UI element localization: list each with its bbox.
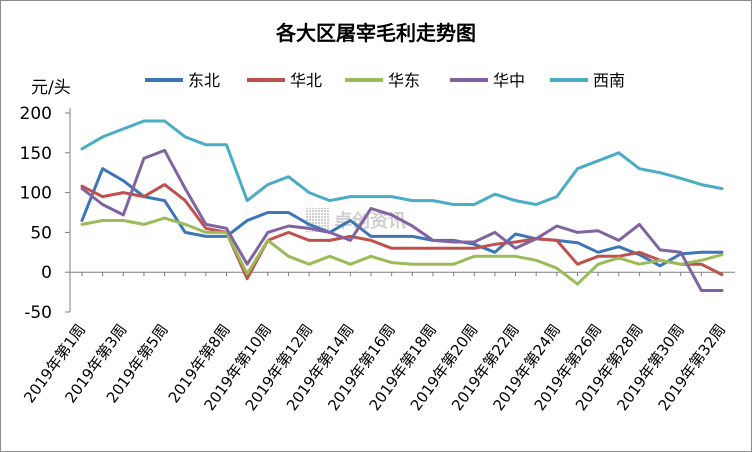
series-line-华中 [80,148,724,292]
series-line-华北 [80,183,724,281]
chart-title: 各大区屠宰毛利走势图 [275,21,476,45]
series-line-西南 [80,119,724,206]
series-line-华东 [80,216,724,286]
y-tick-label: 0 [41,263,52,283]
legend-label: 华中 [493,71,525,90]
series-line-东北 [80,167,724,268]
legend-label: 东北 [188,71,220,90]
legend-label: 华东 [388,71,420,90]
y-axis: -50 0 50 100 150 200 [20,104,71,323]
y-unit-label: 元/头 [31,78,71,98]
x-axis: 2019年第1周2019年第3周2019年第5周2019年第8周2019年第10… [20,271,735,414]
series-lines [80,119,724,292]
y-tick-label: 200 [20,104,52,124]
y-tick-label: 50 [30,223,52,243]
legend-label: 华北 [290,71,322,90]
legend: 东北 华北 华东 华中 西南 [145,71,625,90]
legend-label: 西南 [593,71,625,90]
y-tick-label: -50 [24,303,52,323]
y-tick-label: 100 [20,184,52,204]
y-tick-label: 150 [20,144,52,164]
watermark-text: 卓创资讯 [334,210,406,232]
